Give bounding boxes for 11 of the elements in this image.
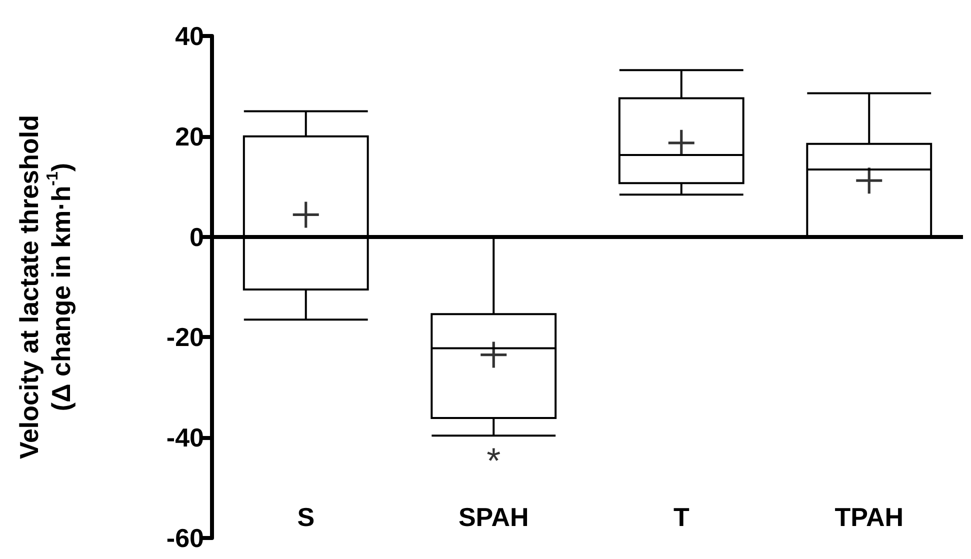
y-tick-label: 20 xyxy=(175,121,204,152)
annotation: * xyxy=(486,440,501,482)
y-tick-label: -60 xyxy=(166,523,204,553)
y-tick-label: -20 xyxy=(166,322,204,352)
x-tick-label: S xyxy=(297,502,315,532)
x-tick-label: SPAH xyxy=(458,502,529,532)
y-tick-label: 40 xyxy=(175,21,204,51)
y-tick-label: -40 xyxy=(166,422,204,453)
x-tick-label: T xyxy=(673,502,690,532)
y-tick-label: 0 xyxy=(190,222,204,252)
x-tick-label: TPAH xyxy=(834,502,904,532)
